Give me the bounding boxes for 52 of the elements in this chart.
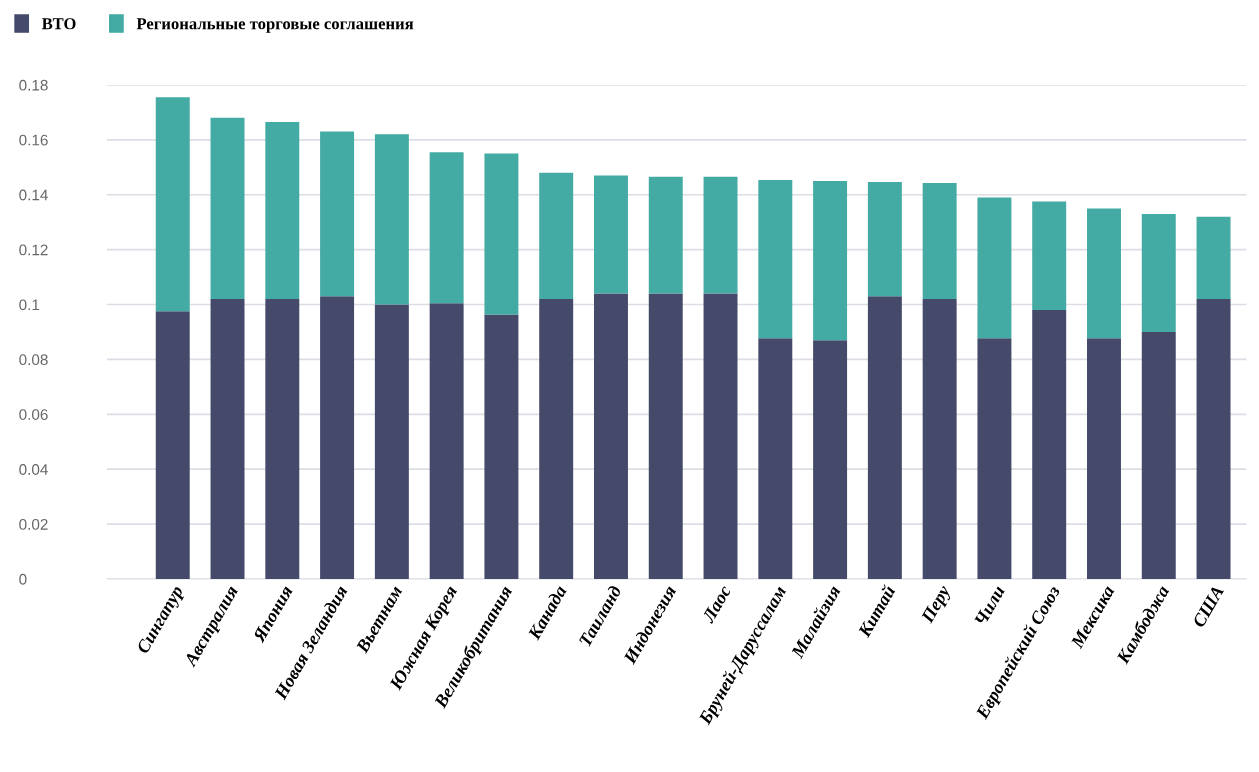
bar <box>758 179 793 339</box>
y-tick-label: 0.1 <box>19 299 40 311</box>
bar <box>703 176 738 294</box>
y-tick-label: 0.16 <box>19 134 48 146</box>
bar <box>922 182 957 300</box>
bar <box>210 117 245 300</box>
bar <box>429 152 464 304</box>
y-tick-label: 0.08 <box>19 354 48 366</box>
bar <box>429 303 464 579</box>
bar <box>648 176 683 294</box>
bar <box>320 131 355 297</box>
bar <box>210 299 245 579</box>
y-tick-label: 0.06 <box>19 409 48 420</box>
bar <box>374 134 409 305</box>
bar <box>1141 331 1176 579</box>
bar <box>265 121 300 300</box>
bar <box>1141 213 1176 332</box>
bar <box>813 180 848 341</box>
bar <box>648 293 683 579</box>
bar <box>484 153 519 315</box>
y-tick-label: 0.04 <box>19 464 48 475</box>
bar <box>594 175 628 294</box>
y-tick-label: 0.18 <box>19 79 48 91</box>
y-tick-label: 0.14 <box>19 189 48 201</box>
bar <box>867 296 902 579</box>
bar <box>977 197 1012 339</box>
bar <box>703 293 738 579</box>
bar <box>539 172 574 300</box>
legend-label: ВТО <box>41 18 76 30</box>
bar <box>155 97 190 312</box>
bar <box>813 340 848 579</box>
bar <box>539 299 574 579</box>
bar <box>594 293 628 579</box>
bar <box>320 296 355 579</box>
bar <box>1032 201 1067 310</box>
bar <box>867 182 902 297</box>
bar <box>1032 310 1067 579</box>
bar <box>922 299 957 579</box>
y-tick-label: 0.02 <box>19 518 48 530</box>
bar <box>374 304 409 579</box>
bar <box>1087 208 1121 339</box>
bar <box>1087 338 1121 579</box>
y-tick-label: 0 <box>19 573 27 585</box>
bar <box>265 299 300 579</box>
bar <box>484 314 519 579</box>
bar <box>1196 216 1231 300</box>
bar <box>1196 299 1231 579</box>
bar <box>155 311 190 579</box>
legend-label: Региональные торговые соглашения <box>136 18 414 33</box>
y-tick-label: 0.12 <box>19 244 48 256</box>
bar <box>758 338 793 579</box>
bar <box>977 338 1012 579</box>
